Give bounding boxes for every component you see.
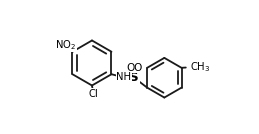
- Text: O: O: [126, 63, 135, 73]
- Text: NO$_2$: NO$_2$: [55, 38, 77, 52]
- Text: S: S: [129, 71, 139, 84]
- Text: Cl: Cl: [88, 89, 98, 99]
- Text: CH$_3$: CH$_3$: [190, 61, 210, 74]
- Text: O: O: [134, 63, 142, 73]
- Text: NH: NH: [116, 72, 131, 82]
